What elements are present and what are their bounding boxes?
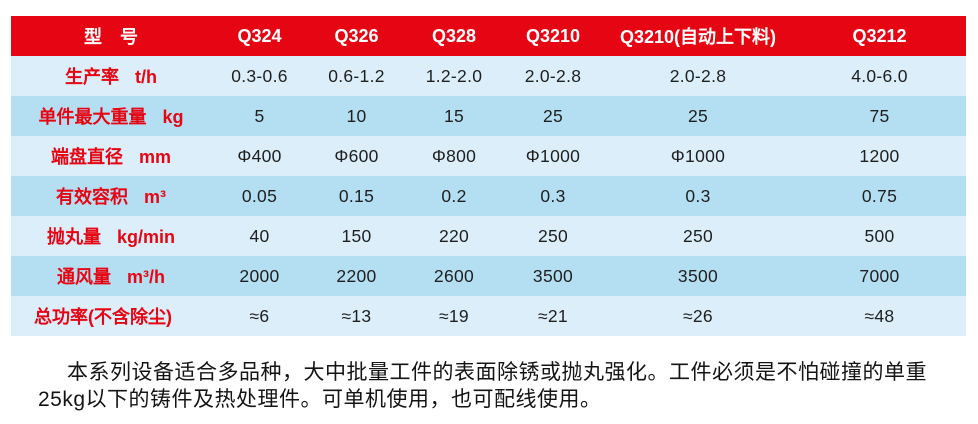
row-unit: mm [138, 147, 171, 167]
column-header-q3212: Q3212 [852, 25, 907, 46]
cell-value: 4.0-6.0 [851, 65, 908, 86]
row-label-cell: 抛丸量 kg/min [11, 216, 211, 256]
cell-value: 250 [682, 225, 714, 246]
cell-value: 0.6-1.2 [328, 65, 385, 86]
row-label: 总功率(不含除尘) [34, 307, 172, 327]
table-row-total-power: 总功率(不含除尘) ≈6 ≈13 ≈19 ≈21 ≈26 ≈48 [11, 296, 966, 336]
cell-value: 500 [864, 225, 895, 246]
table-row-max-piece-weight: 单件最大重量 kg 5 10 15 25 25 75 [11, 96, 966, 136]
table-row-shot-flow-rate: 抛丸量 kg/min 40 150 220 250 250 500 [11, 216, 966, 256]
cell-value: 2.0-2.8 [524, 65, 582, 86]
column-header-q328: Q328 [431, 25, 477, 46]
row-label-cell: 端盘直径 mm [11, 136, 211, 176]
cell-value: 150 [341, 225, 372, 246]
cell-value: 220 [438, 225, 470, 246]
cell-value: 0.05 [241, 185, 278, 206]
cell-value: ≈48 [864, 305, 895, 326]
row-unit: kg [162, 107, 184, 127]
row-label-cell: 生产率 t/h [11, 56, 211, 96]
cell-value: 5 [254, 105, 265, 126]
cell-value: 10 [346, 105, 367, 126]
row-label-cell: 总功率(不含除尘) [11, 296, 211, 336]
cell-value: Φ800 [431, 145, 477, 166]
cell-value: Φ600 [334, 145, 379, 166]
row-unit: kg/min [116, 227, 175, 247]
row-label: 通风量 [57, 267, 111, 287]
cell-value: Φ1000 [525, 145, 581, 166]
cell-value: 2600 [433, 265, 475, 286]
row-label: 抛丸量 [46, 227, 101, 247]
cell-value: 75 [869, 105, 890, 126]
row-unit: m³/h [127, 267, 165, 287]
cell-value: Φ1000 [670, 145, 726, 166]
cell-value: 3500 [677, 265, 719, 286]
cell-value: ≈13 [341, 305, 372, 326]
description-line-1: 本系列设备适合多品种，大中批量工件的表面除锈或抛丸强化。工件必须是不怕碰撞的单重 [67, 361, 927, 384]
row-label: 单件最大重量 [38, 107, 147, 127]
row-unit: m³ [144, 187, 166, 207]
cell-value: 7000 [859, 265, 900, 286]
cell-value: ≈19 [439, 305, 469, 326]
row-unit: t/h [135, 67, 157, 87]
column-header-q3210-auto: Q3210(自动上下料) [619, 27, 777, 47]
column-header-q324: Q324 [237, 25, 282, 46]
cell-value: 250 [537, 225, 569, 246]
table-row-end-disk-diameter: 端盘直径 mm Φ400 Φ600 Φ800 Φ1000 Φ1000 1200 [11, 136, 966, 176]
cell-value: Φ400 [237, 145, 282, 166]
row-label-cell: 通风量 m³/h [11, 256, 211, 296]
row-label-cell: 单件最大重量 kg [11, 96, 211, 136]
cell-value: 3500 [532, 265, 574, 286]
column-header-q3210: Q3210 [525, 25, 581, 46]
cell-value: 0.3-0.6 [231, 65, 288, 86]
cell-value: 0.15 [338, 185, 375, 206]
description-line-2: 25kg以下的铸件及热处理件。可单机使用，也可配线使用。 [38, 388, 602, 411]
cell-value: 25 [687, 105, 709, 126]
table-row-production-rate: 生产率 t/h 0.3-0.6 0.6-1.2 1.2-2.0 2.0-2.8 2… [11, 56, 966, 96]
cell-value: 1200 [859, 145, 900, 166]
cell-value: ≈21 [538, 305, 568, 326]
table-header-row: 型 号 Q324 Q326 Q328 Q3210 Q3210(自动上下料) Q3… [11, 16, 966, 56]
cell-value: 0.2 [441, 185, 467, 206]
description-paragraph: 本系列设备适合多品种，大中批量工件的表面除锈或抛丸强化。工件必须是不怕碰撞的单重… [38, 359, 968, 413]
table-row-effective-volume: 有效容积 m³ 0.05 0.15 0.2 0.3 0.3 0.75 [11, 176, 966, 216]
cell-value: 2000 [239, 265, 280, 286]
row-label: 有效容积 [56, 187, 128, 207]
table-row-ventilation: 通风量 m³/h 2000 2200 2600 3500 3500 7000 [11, 256, 966, 296]
cell-value: 0.3 [540, 185, 566, 206]
column-header-model-label: 型 号 [84, 27, 138, 47]
spec-table: 型 号 Q324 Q326 Q328 Q3210 Q3210(自动上下料) Q3… [11, 16, 966, 336]
cell-value: 2.0-2.8 [669, 65, 727, 86]
cell-value: 2200 [336, 265, 377, 286]
row-label-cell: 有效容积 m³ [11, 176, 211, 216]
row-label: 端盘直径 [50, 147, 123, 167]
cell-value: ≈6 [249, 305, 270, 326]
cell-value: 15 [443, 105, 465, 126]
cell-value: 40 [249, 225, 270, 246]
column-header-q326: Q326 [334, 25, 379, 46]
row-label: 生产率 [65, 67, 119, 87]
cell-value: ≈26 [683, 305, 713, 326]
cell-value: 0.75 [861, 185, 898, 206]
cell-value: 1.2-2.0 [425, 65, 483, 86]
cell-value: 25 [542, 105, 564, 126]
cell-value: 0.3 [685, 185, 711, 206]
